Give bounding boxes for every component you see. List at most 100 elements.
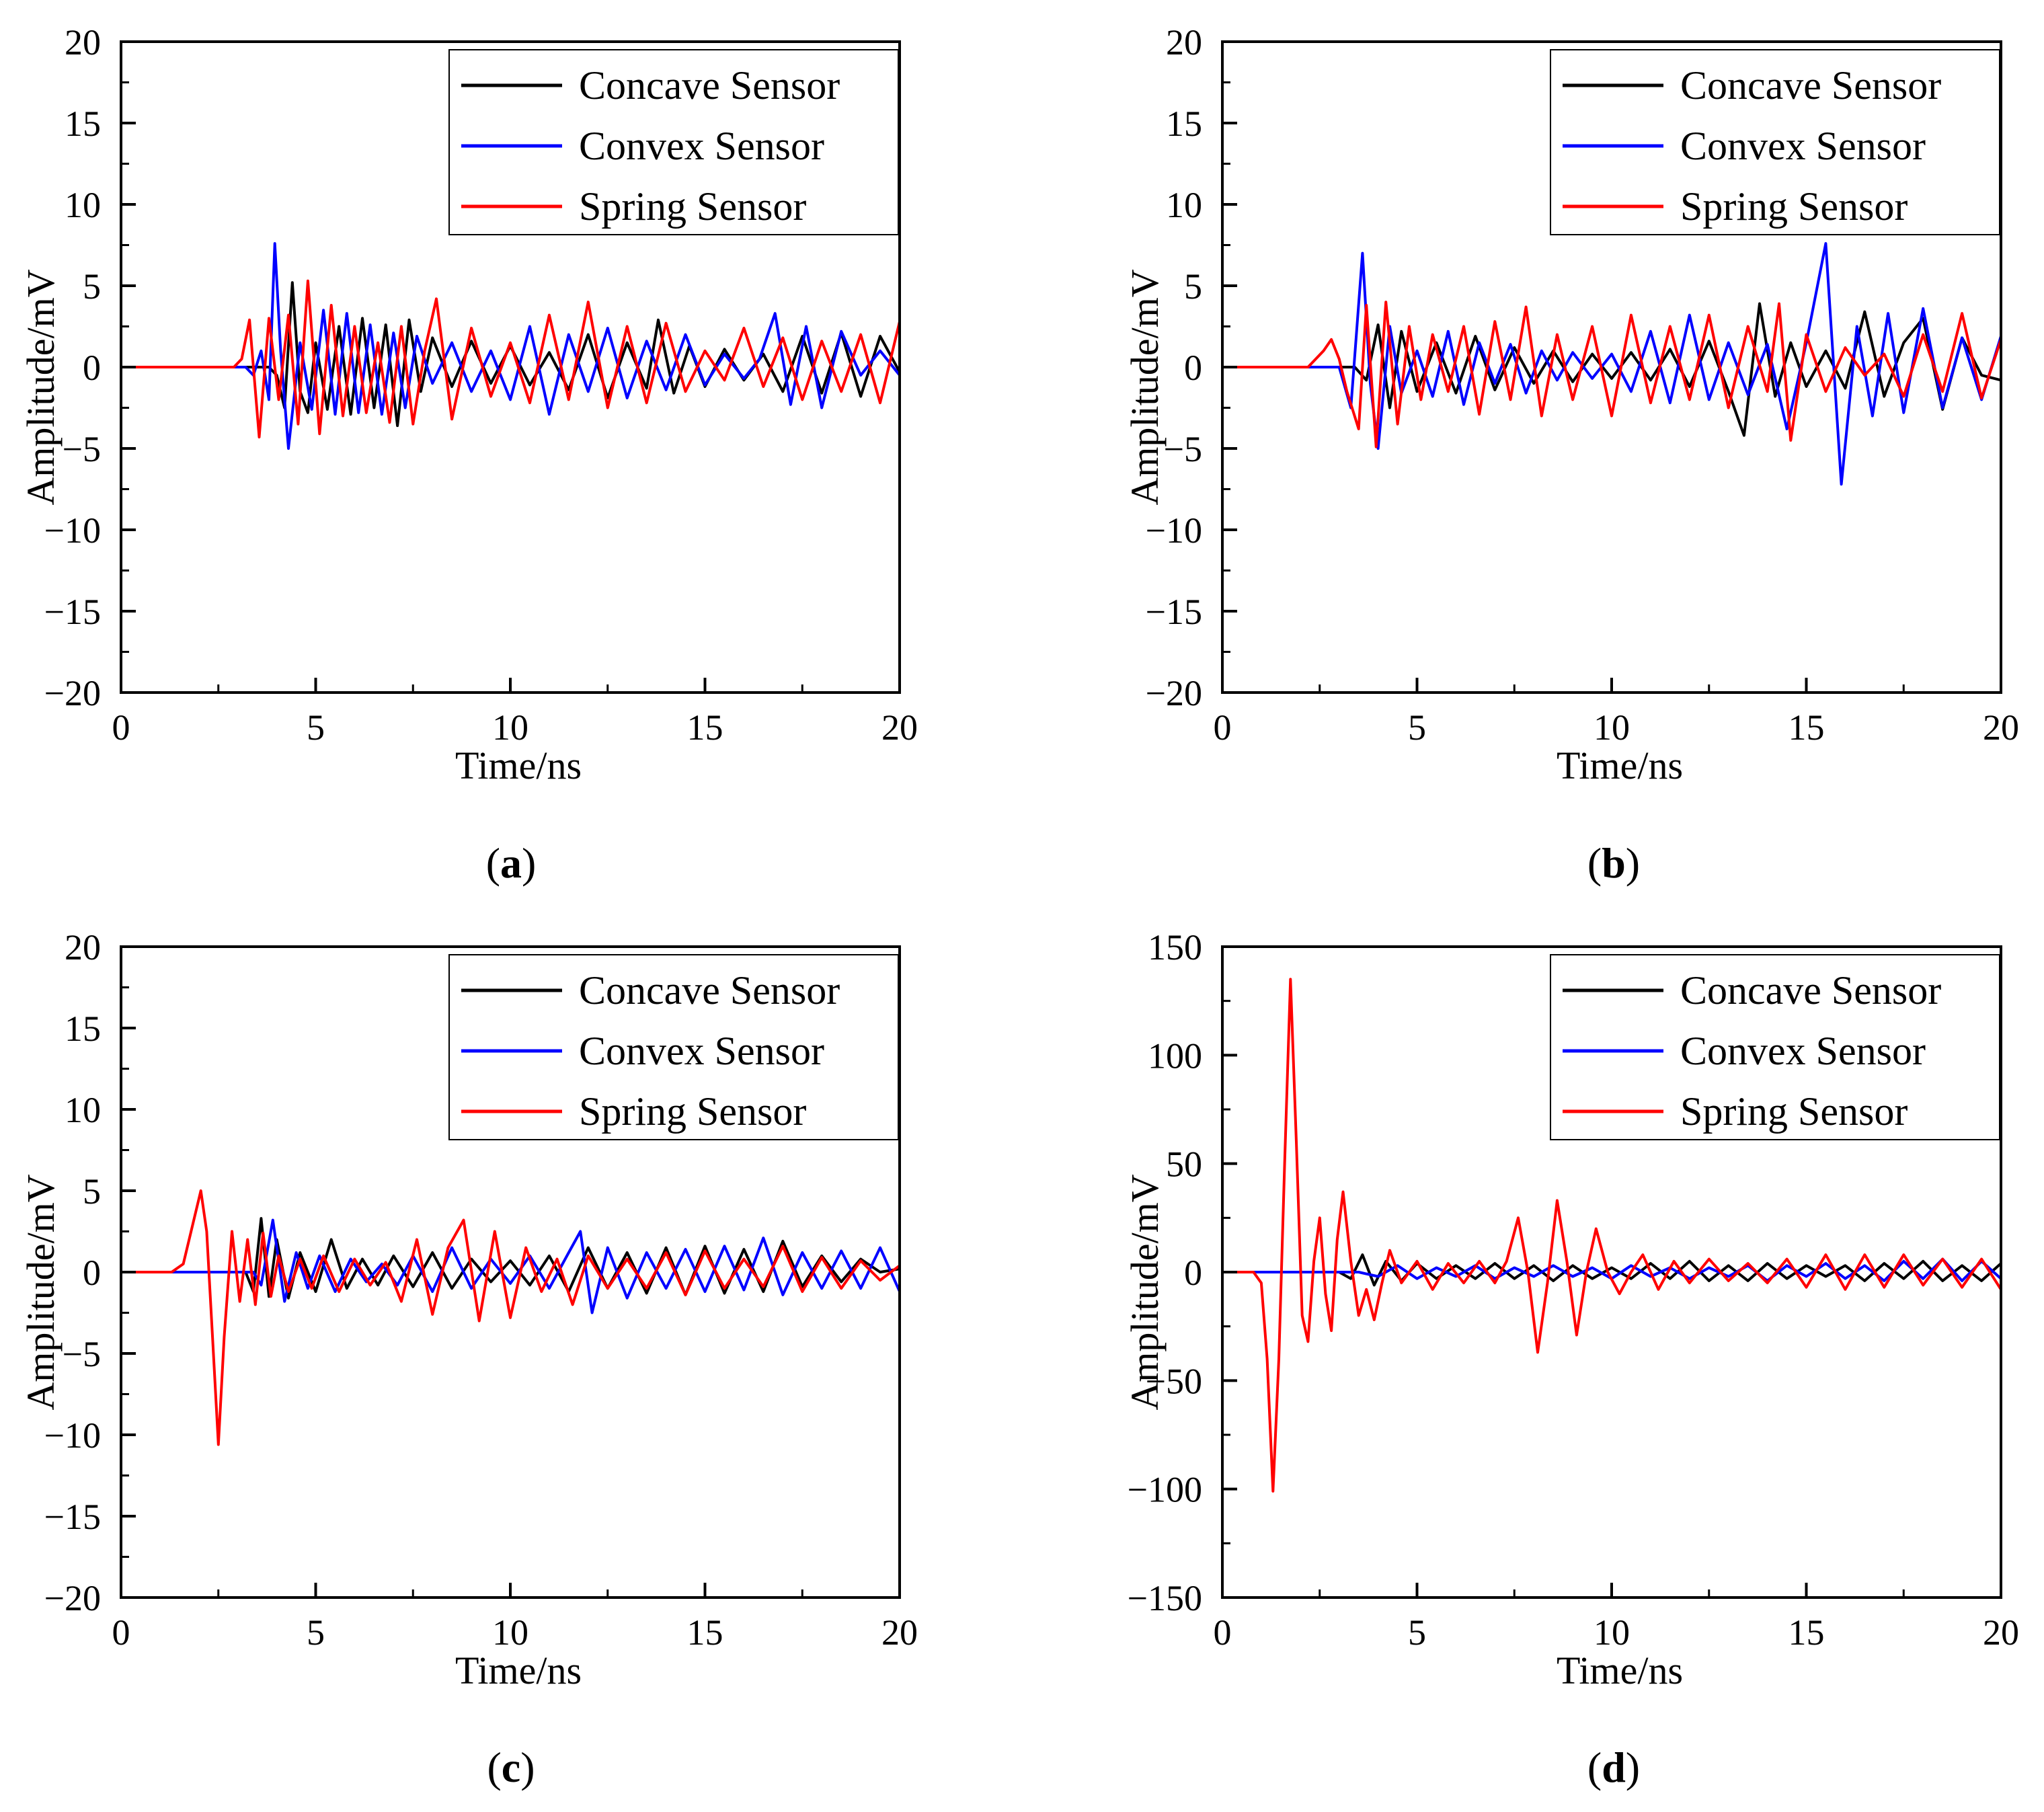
y-axis-title: Amplitude/mV: [19, 269, 63, 505]
legend: Concave Sensor Convex Sensor Spring Sensor: [448, 49, 899, 235]
y-tick-label: 10: [1166, 185, 1202, 225]
y-tick-label: 0: [1184, 348, 1202, 388]
y-tick-label: 15: [1166, 104, 1202, 144]
x-axis-title: Time/ns: [455, 744, 582, 787]
y-tick-label: −20: [44, 673, 101, 713]
legend-label-convex-sensor: Convex Sensor: [1680, 1029, 1926, 1073]
x-axis-title: Time/ns: [1557, 1649, 1683, 1692]
x-axis-title: Time/ns: [1557, 744, 1683, 787]
legend-box: [1550, 49, 2000, 235]
x-tick-label: 20: [881, 707, 918, 748]
x-tick-label: 15: [687, 707, 723, 748]
y-tick-label: −5: [63, 429, 101, 469]
y-tick-label: 20: [65, 927, 101, 968]
plot-area: [1222, 978, 2001, 1493]
x-tick-label: 0: [1214, 707, 1232, 748]
series-line-convex-sensor: [121, 1218, 900, 1314]
series-line-spring-sensor: [1222, 978, 2001, 1493]
legend-box: [448, 954, 899, 1140]
chart-panel-d: 0 5 10 15 20 −150 −100 −50 0 50 100 150 Time/ns Ampli…: [1123, 927, 2019, 1791]
legend-label-spring-sensor: Spring Sensor: [1680, 1089, 1908, 1134]
legend-label-convex-sensor: Convex Sensor: [579, 124, 824, 168]
x-tick-label: 0: [1214, 1612, 1232, 1653]
chart-panel-c: 0 5 10 15 20 −20 −15 −10 −5 0 5 10 15 20 Time/ns Amplit…: [19, 927, 918, 1791]
panel-caption: (c): [487, 1743, 535, 1791]
y-tick-label: 0: [1184, 1253, 1202, 1293]
y-tick-label: 20: [65, 22, 101, 63]
y-tick-label: 15: [65, 104, 101, 144]
legend: Concave Sensor Convex Sensor Spring Sensor: [1550, 49, 2000, 235]
legend-label-convex-sensor: Convex Sensor: [579, 1029, 824, 1073]
y-tick-label: 0: [83, 348, 101, 388]
legend-label-concave-sensor: Concave Sensor: [1680, 63, 1941, 108]
legend: Concave Sensor Convex Sensor Spring Sensor: [1550, 954, 2000, 1140]
x-tick-label: 15: [687, 1612, 723, 1653]
series-line-spring-sensor: [1222, 301, 2001, 448]
y-tick-label: −15: [1146, 592, 1202, 632]
legend-label-spring-sensor: Spring Sensor: [1680, 184, 1908, 229]
series-line-spring-sensor: [121, 279, 900, 439]
y-tick-label: −15: [44, 592, 101, 632]
y-tick-label: −50: [1146, 1361, 1202, 1401]
x-tick-label: 20: [1983, 1612, 2019, 1653]
panel-caption: (d): [1587, 1743, 1640, 1791]
legend-box: [448, 49, 899, 235]
y-tick-label: −10: [44, 510, 101, 551]
y-tick-label: 10: [65, 185, 101, 225]
legend-label-concave-sensor: Concave Sensor: [579, 968, 840, 1013]
y-tick-label: −5: [1164, 429, 1202, 469]
x-tick-label: 20: [1983, 707, 2019, 748]
y-tick-label: 0: [83, 1253, 101, 1293]
series-line-spring-sensor: [121, 1189, 900, 1446]
y-tick-label: 150: [1148, 927, 1202, 968]
y-tick-label: −20: [1146, 673, 1202, 713]
y-tick-label: −10: [1146, 510, 1202, 551]
y-axis-title: Amplitude/mV: [19, 1174, 63, 1410]
x-tick-label: 10: [492, 707, 528, 748]
chart-panel-a: 0 5 10 15 20 −20 −15 −10 −5 0 5 10 15 20 Time/ns Amplit…: [19, 22, 918, 887]
legend-label-spring-sensor: Spring Sensor: [579, 1089, 806, 1134]
y-axis-title: Amplitude/mV: [1123, 269, 1167, 505]
y-tick-label: −15: [44, 1497, 101, 1537]
x-tick-label: 0: [112, 707, 130, 748]
x-tick-label: 5: [307, 707, 325, 748]
legend-box: [1550, 954, 2000, 1140]
y-tick-label: 5: [1184, 266, 1202, 307]
y-tick-label: 15: [65, 1009, 101, 1049]
x-tick-label: 10: [1594, 1612, 1630, 1653]
legend-label-convex-sensor: Convex Sensor: [1680, 124, 1926, 168]
x-tick-label: 5: [1408, 707, 1426, 748]
legend-label-spring-sensor: Spring Sensor: [579, 184, 806, 229]
x-tick-label: 10: [1594, 707, 1630, 748]
x-tick-label: 10: [492, 1612, 528, 1653]
x-tick-label: 20: [881, 1612, 918, 1653]
y-tick-label: 100: [1148, 1035, 1202, 1076]
series-line-convex-sensor: [1222, 242, 2001, 486]
plot-area: [121, 1189, 900, 1446]
panel-caption: (a): [486, 839, 537, 887]
x-tick-label: 15: [1788, 707, 1825, 748]
y-tick-label: −20: [44, 1578, 101, 1618]
chart-panel-b: 0 5 10 15 20 −20 −15 −10 −5 0 5 10 15 20 Time/ns Amplit…: [1123, 22, 2019, 887]
plot-area: [1222, 242, 2001, 486]
series-line-convex-sensor: [121, 242, 900, 450]
plot-area: [121, 242, 900, 450]
y-tick-label: 10: [65, 1090, 101, 1130]
panel-caption: (b): [1587, 839, 1640, 887]
x-axis-title: Time/ns: [455, 1649, 582, 1692]
y-axis-title: Amplitude/mV: [1123, 1174, 1167, 1410]
x-tick-label: 0: [112, 1612, 130, 1653]
y-tick-label: −100: [1128, 1470, 1202, 1510]
y-tick-label: 5: [83, 1171, 101, 1212]
x-tick-label: 5: [1408, 1612, 1426, 1653]
y-tick-label: −10: [44, 1415, 101, 1456]
x-tick-label: 5: [307, 1612, 325, 1653]
legend-label-concave-sensor: Concave Sensor: [579, 63, 840, 108]
y-tick-label: −150: [1128, 1578, 1202, 1618]
y-tick-label: 50: [1166, 1144, 1202, 1185]
legend: Concave Sensor Convex Sensor Spring Sensor: [448, 954, 899, 1140]
y-tick-label: 5: [83, 266, 101, 307]
legend-label-concave-sensor: Concave Sensor: [1680, 968, 1941, 1013]
y-tick-label: −5: [63, 1334, 101, 1374]
